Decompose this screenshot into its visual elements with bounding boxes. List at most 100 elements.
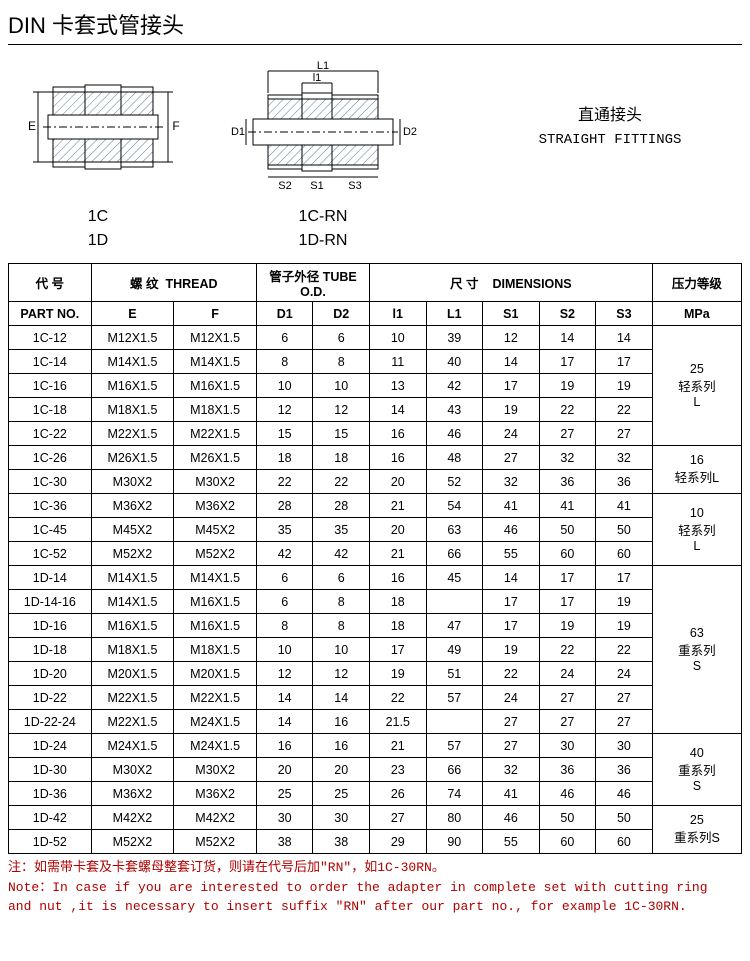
cell: M14X1.5	[91, 590, 174, 614]
cell: 8	[313, 590, 370, 614]
cell: 38	[256, 830, 313, 854]
hdr-tube: 管子外径 TUBE O.D.	[256, 264, 369, 302]
cell: 32	[483, 758, 540, 782]
cell: M16X1.5	[174, 614, 257, 638]
table-row: 1D-52M52X2M52X238382990556060	[9, 830, 742, 854]
cell: 43	[426, 398, 483, 422]
cell: M18X1.5	[91, 398, 174, 422]
cell: 32	[483, 470, 540, 494]
cell: 29	[370, 830, 427, 854]
cell: 27	[539, 710, 596, 734]
cell: M14X1.5	[174, 350, 257, 374]
cell: 27	[483, 734, 540, 758]
table-row: 1D-36M36X2M36X225252674414646	[9, 782, 742, 806]
cell: M20X1.5	[174, 662, 257, 686]
cell: 19	[539, 614, 596, 638]
cell: 50	[596, 518, 653, 542]
page-title: DIN 卡套式管接头	[8, 8, 742, 45]
table-row: 1D-30M30X2M30X220202366323636	[9, 758, 742, 782]
cell: 17	[370, 638, 427, 662]
table-row: 1C-14M14X1.5M14X1.5881140141717	[9, 350, 742, 374]
diagram-1c-rn: L1 l1 D1 D2 S2 S1 S3	[198, 57, 478, 197]
cell: 27	[596, 710, 653, 734]
cell: M20X1.5	[91, 662, 174, 686]
cell: 63	[426, 518, 483, 542]
cell: 10	[256, 638, 313, 662]
cell: 30	[539, 734, 596, 758]
cell: 1C-26	[9, 446, 92, 470]
cell: 14	[539, 326, 596, 350]
hdr-E: E	[91, 302, 174, 326]
cell: 1C-22	[9, 422, 92, 446]
cell: 6	[256, 566, 313, 590]
cell: 15	[256, 422, 313, 446]
cell: 30	[256, 806, 313, 830]
cell: 22	[539, 638, 596, 662]
table-row: 1C-26M26X1.5M26X1.51818164827323216 轻系列L	[9, 446, 742, 470]
cell: 20	[313, 758, 370, 782]
cell: 39	[426, 326, 483, 350]
table-row: 1C-52M52X2M52X242422166556060	[9, 542, 742, 566]
cell: 41	[539, 494, 596, 518]
cell: M18X1.5	[174, 638, 257, 662]
cell: M30X2	[91, 758, 174, 782]
cell: 45	[426, 566, 483, 590]
cell: M36X2	[174, 782, 257, 806]
cell: 22	[596, 398, 653, 422]
cell: 1C-52	[9, 542, 92, 566]
cell: M24X1.5	[91, 734, 174, 758]
cell: 1D-22-24	[9, 710, 92, 734]
note-line2: Note：In case if you are interested to or…	[8, 878, 742, 898]
cell: 35	[256, 518, 313, 542]
cell: 1D-14-16	[9, 590, 92, 614]
table-row: 1D-22-24M22X1.5M24X1.5141621.5272727	[9, 710, 742, 734]
hdr-F: F	[174, 302, 257, 326]
cell: 36	[596, 470, 653, 494]
cell: 1C-45	[9, 518, 92, 542]
cell: 22	[539, 398, 596, 422]
table-row: 1D-22M22X1.5M22X1.514142257242727	[9, 686, 742, 710]
cell: 14	[483, 566, 540, 590]
hdr-D1: D1	[256, 302, 313, 326]
cell: 50	[539, 806, 596, 830]
cell: 57	[426, 734, 483, 758]
cell: 19	[596, 374, 653, 398]
cell: 1C-12	[9, 326, 92, 350]
cell: 21	[370, 542, 427, 566]
cell: 42	[426, 374, 483, 398]
cell: M22X1.5	[91, 710, 174, 734]
cell: M42X2	[174, 806, 257, 830]
cell: 50	[596, 806, 653, 830]
cell: 46	[426, 422, 483, 446]
mpa-cell: 10 轻系列 L	[652, 494, 741, 566]
cell: 60	[596, 830, 653, 854]
cell: 17	[483, 374, 540, 398]
cell: 60	[596, 542, 653, 566]
cell: 23	[370, 758, 427, 782]
cell: 60	[539, 830, 596, 854]
cell: M22X1.5	[91, 422, 174, 446]
spec-table: 代 号 螺 纹 THREAD 管子外径 TUBE O.D. 尺 寸 DIMENS…	[8, 263, 742, 854]
cell: 12	[313, 662, 370, 686]
cell: 12	[313, 398, 370, 422]
cell: 24	[596, 662, 653, 686]
cell: 17	[596, 350, 653, 374]
table-row: 1D-14M14X1.5M14X1.566164514171763 重系列 S	[9, 566, 742, 590]
cell: 16	[313, 710, 370, 734]
cell: 30	[313, 806, 370, 830]
table-row: 1C-45M45X2M45X235352063465050	[9, 518, 742, 542]
cell: M36X2	[174, 494, 257, 518]
cell: M16X1.5	[91, 614, 174, 638]
cell: 52	[426, 470, 483, 494]
cell: 25	[256, 782, 313, 806]
mpa-cell: 63 重系列 S	[652, 566, 741, 734]
cell: 1D-36	[9, 782, 92, 806]
cell: 14	[256, 686, 313, 710]
cell: 66	[426, 758, 483, 782]
cell: 1C-36	[9, 494, 92, 518]
cell	[426, 590, 483, 614]
cell: M22X1.5	[91, 686, 174, 710]
cell: 1D-14	[9, 566, 92, 590]
label-en: STRAIGHT FITTINGS	[478, 129, 742, 151]
svg-text:L1: L1	[317, 60, 329, 72]
